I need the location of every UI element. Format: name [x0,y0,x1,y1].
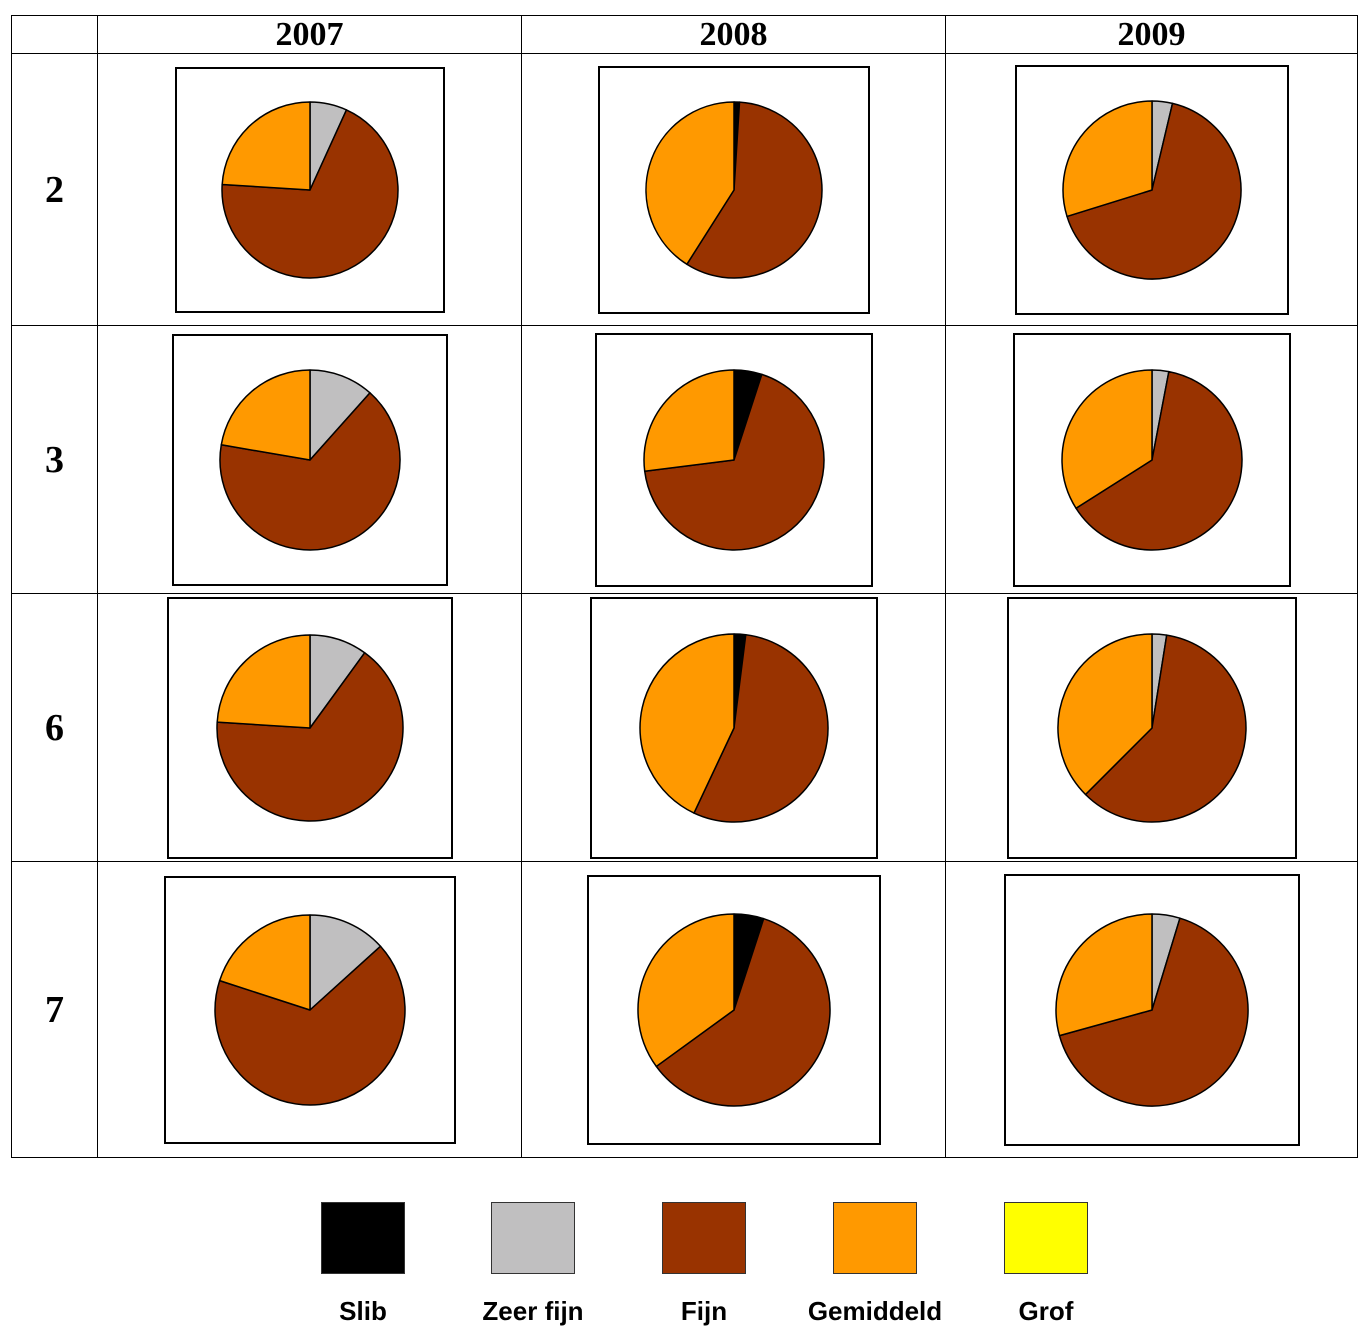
legend-item-fijn: Fijn [662,1202,746,1326]
legend-label: Grof [1018,1296,1074,1326]
pie-cell [945,861,1358,1158]
pie-svg [644,100,823,279]
pie-slice-fijn [220,108,399,279]
station-row: 2 [11,53,1358,326]
pie-slice-fijn [1084,633,1247,823]
pie-slice-zeer-fijn [308,913,381,1011]
station-row: 6 [11,593,1358,862]
legend-swatch [833,1202,917,1274]
legend-swatch [491,1202,575,1274]
pie-slice-gemiddeld [215,633,311,729]
pie-slice-fijn [215,651,404,822]
legend-item-slib: Slib [321,1202,405,1326]
pie-slice-gemiddeld [220,368,311,461]
station-row: 7 [11,861,1358,1158]
pie-slice-gemiddeld [644,100,735,265]
legend-item-zeer-fijn: Zeer fijn [482,1202,584,1326]
pie-cell [521,593,946,862]
pie-svg [1056,632,1247,823]
pie-svg [642,368,825,551]
pie-cell [945,593,1358,862]
pie-slice-gemiddeld [638,632,735,814]
pie-chart [594,332,873,587]
pie-cell [97,53,522,326]
corner-cell [11,15,98,54]
year-header-2007: 2007 [97,15,522,54]
pie-svg [1060,368,1243,551]
pie-slice-fijn [1065,102,1242,280]
pie-cell [521,861,946,1158]
pie-cell [97,861,522,1158]
pie-slice-gemiddeld [1060,368,1153,509]
pie-chart [174,66,445,313]
pie-chart [1014,64,1289,315]
pie-cell [945,53,1358,326]
pie-slice-fijn [213,945,406,1106]
pie-slice-fijn [643,373,825,551]
pie-slice-gemiddeld [218,913,311,1011]
pie-slice-fijn [655,917,831,1107]
pie-chart [1012,332,1291,587]
pie-chart [597,65,870,314]
pie-slice-gemiddeld [642,368,735,472]
pie-chart [163,875,456,1144]
pie-svg [636,912,831,1107]
pie-cell [97,593,522,862]
pie-svg [220,100,399,279]
legend-label: Zeer fijn [482,1296,584,1326]
pie-slice-fijn [685,100,823,279]
pie-cell [97,325,522,594]
row-label: 2 [11,53,98,326]
pie-chart [586,874,881,1145]
pie-svg [1054,912,1249,1107]
legend-label: Slib [339,1296,387,1326]
legend-label: Gemiddeld [807,1296,943,1326]
legend-swatch [1004,1202,1088,1274]
station-row: 3 [11,325,1358,594]
pie-slice-fijn [1058,916,1249,1107]
pie-cell [521,53,946,326]
pie-chart [171,333,448,586]
legend-label: Fijn [680,1296,728,1326]
pie-chart [1003,873,1300,1146]
year-header-2008: 2008 [521,15,946,54]
row-label: 6 [11,593,98,862]
pie-slice-zeer-fijn [308,368,371,461]
legend-swatch [662,1202,746,1274]
pie-slice-gemiddeld [1056,632,1153,795]
legend-item-gemiddeld: Gemiddeld [808,1202,942,1326]
pie-slice-fijn [1074,370,1243,551]
legend: Slib Zeer fijn Fijn Gemiddeld Grof [0,1202,1359,1336]
pie-svg [1061,99,1242,280]
pie-slice-fijn [692,633,829,823]
row-label: 3 [11,325,98,594]
pie-slice-gemiddeld [636,912,735,1067]
pie-chart [589,596,878,859]
pie-slice-gemiddeld [220,100,311,191]
pie-chart-grid: 2007 2008 2009 2 3 6 7 [11,15,1358,1158]
year-header-2009: 2009 [945,15,1358,54]
legend-item-grof: Grof [1004,1202,1088,1326]
pie-chart [1006,596,1297,859]
legend-swatch [321,1202,405,1274]
pie-chart [166,596,453,859]
pie-svg [215,633,404,822]
pie-cell [945,325,1358,594]
header-row: 2007 2008 2009 [11,15,1358,54]
pie-cell [521,325,946,594]
pie-slice-gemiddeld [1054,912,1153,1036]
row-label: 7 [11,861,98,1158]
pie-svg [213,913,406,1106]
pie-slice-fijn [218,391,401,551]
pie-slice-gemiddeld [1061,99,1153,217]
pie-svg [218,368,401,551]
pie-svg [638,632,829,823]
